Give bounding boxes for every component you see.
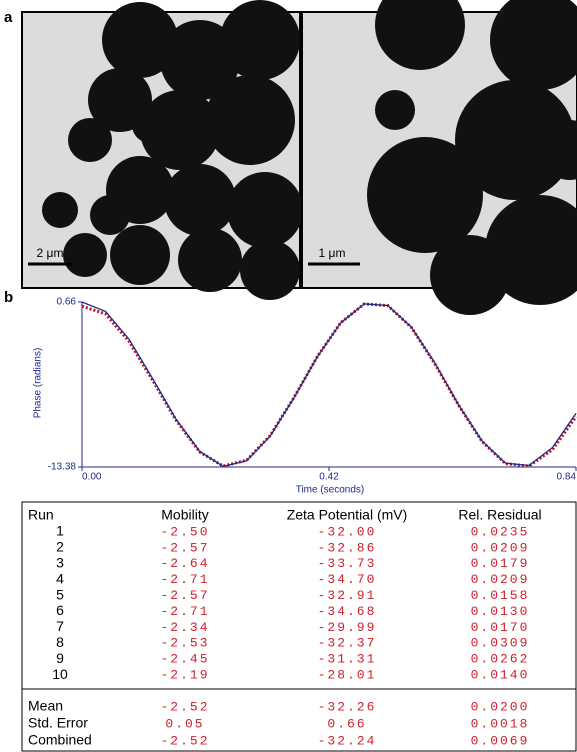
cell-value: -2.34 (160, 620, 209, 635)
tem-image-left (21, 0, 303, 300)
cell-value: -2.53 (160, 636, 209, 651)
row-label: 9 (56, 650, 64, 666)
row-label: 6 (56, 602, 64, 618)
table-header: Mobility (161, 507, 208, 523)
phase-curve (81, 302, 577, 468)
cell-value: 0.0209 (471, 540, 530, 555)
cell-value: 0.0235 (471, 524, 530, 539)
y-tick-label: -13.38 (48, 462, 77, 473)
table-header: Zeta Potential (mV) (287, 507, 408, 523)
row-label: Combined (28, 732, 92, 748)
cell-value: -32.24 (318, 733, 377, 748)
x-axis-label: Time (seconds) (296, 485, 365, 496)
cell-value: -2.71 (160, 604, 209, 619)
cell-value: -32.86 (318, 540, 377, 555)
x-tick-label: 0.84 (557, 472, 577, 483)
cell-value: -29.99 (318, 620, 377, 635)
x-tick-label: 0.00 (82, 472, 102, 483)
row-label: 2 (56, 539, 64, 555)
table-header: Run (28, 507, 54, 523)
cell-value: 0.0140 (471, 668, 530, 683)
cell-value: -34.70 (318, 572, 377, 587)
panel-label: b (4, 289, 13, 306)
row-label: 3 (56, 555, 64, 571)
cell-value: -2.57 (160, 540, 209, 555)
row-label: 4 (56, 570, 64, 586)
cell-value: 0.0200 (471, 699, 530, 714)
row-label: Mean (28, 698, 63, 714)
cell-value: -2.50 (160, 524, 209, 539)
cell-value: -2.19 (160, 668, 209, 683)
panel-label: a (4, 9, 13, 26)
cell-value: -2.71 (160, 572, 209, 587)
cell-value: -2.52 (160, 733, 209, 748)
cell-value: 0.0262 (471, 652, 530, 667)
cell-value: -34.68 (318, 604, 377, 619)
cell-value: 0.0170 (471, 620, 530, 635)
cell-value: 0.66 (327, 716, 366, 731)
cell-value: 0.0018 (471, 716, 530, 731)
cell-value: -32.91 (318, 588, 377, 603)
cell-value: -2.57 (160, 588, 209, 603)
cell-value: -2.52 (160, 699, 209, 714)
table-header: Rel. Residual (458, 507, 541, 523)
row-label: Std. Error (28, 715, 88, 731)
row-label: 10 (52, 666, 68, 682)
y-tick-label: 0.66 (57, 297, 77, 308)
cell-value: -2.64 (160, 556, 209, 571)
cell-value: -32.26 (318, 699, 377, 714)
cell-value: 0.0069 (471, 733, 530, 748)
cell-value: 0.0158 (471, 588, 530, 603)
cell-value: -32.37 (318, 636, 377, 651)
cell-value: 0.0179 (471, 556, 530, 571)
x-tick-label: 0.42 (319, 472, 339, 483)
cell-value: 0.05 (165, 716, 204, 731)
cell-value: -2.45 (160, 652, 209, 667)
tem-image-right (301, 0, 577, 315)
row-label: 5 (56, 586, 64, 602)
cell-value: -31.31 (318, 652, 377, 667)
row-label: 7 (56, 618, 64, 634)
y-axis-label: Phase (radians) (33, 348, 44, 419)
row-label: 8 (56, 634, 64, 650)
table-frame (21, 501, 577, 752)
row-label: 1 (56, 523, 64, 539)
scale-bar-label: 2 μm (37, 246, 64, 260)
scale-bar-label: 1 μm (319, 246, 346, 260)
cell-value: 0.0309 (471, 636, 530, 651)
cell-value: -32.00 (318, 524, 377, 539)
cell-value: 0.0130 (471, 604, 530, 619)
cell-value: 0.0209 (471, 572, 530, 587)
phase-curve (81, 301, 577, 468)
cell-value: -33.73 (318, 556, 377, 571)
cell-value: -28.01 (318, 668, 377, 683)
